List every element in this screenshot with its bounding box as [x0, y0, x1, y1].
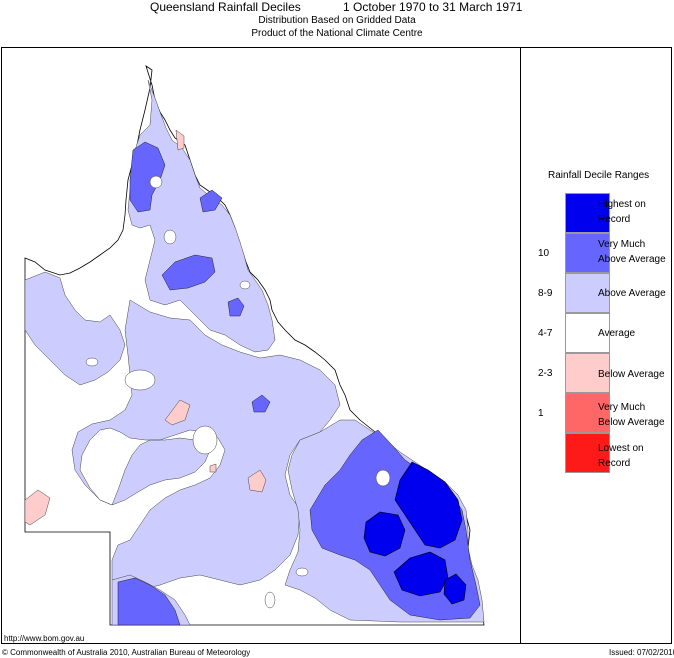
- legend-label-very-much-above: Very Much Above Average: [598, 237, 674, 267]
- bom-url-link[interactable]: http://www.bom.gov.au: [4, 634, 85, 643]
- gulf-west-region: [24, 271, 126, 386]
- cape-york-region: [127, 79, 276, 353]
- north-coast-patch: [199, 189, 223, 213]
- legend-label-above: Above Average: [598, 288, 666, 299]
- highest-on-record-regions: [363, 461, 467, 605]
- below-southcentral: [247, 469, 267, 493]
- legend-title: Rainfall Decile Ranges: [548, 170, 650, 181]
- map-subtitle-product: Product of the National Climate Centre: [251, 28, 423, 39]
- hole-cape-2: [163, 229, 177, 245]
- hole-central-1: [124, 369, 156, 391]
- legend-label-very-much-above-line2: Above Average: [598, 254, 666, 265]
- legend-decile-4-7: 4-7: [538, 328, 553, 339]
- cape-york-peak: [129, 141, 166, 213]
- central-patch: [251, 394, 271, 413]
- legend-swatch-below: [565, 353, 610, 393]
- legend-label-lowest: Lowest on Record: [598, 441, 674, 471]
- legend-divider: [520, 47, 521, 644]
- hole-southeast-1: [375, 469, 391, 487]
- legend-label-very-much-below: Very Much Below Average: [598, 400, 674, 430]
- below-central: [164, 399, 191, 426]
- map-title: Queensland Rainfall Deciles: [150, 0, 301, 14]
- southwest-corner: [117, 577, 181, 626]
- hole-central-2: [192, 425, 218, 455]
- legend-label-below: Below Average: [598, 369, 665, 380]
- hole-west-1: [85, 357, 99, 367]
- legend-label-average: Average: [598, 328, 636, 339]
- average-holes: [85, 175, 391, 609]
- record-main: [394, 461, 463, 549]
- legend-swatch-lowest: [565, 433, 610, 473]
- record-west: [363, 511, 406, 557]
- map-period: 1 October 1970 to 31 March 1971: [343, 0, 523, 14]
- record-southeast: [443, 573, 467, 605]
- gulf-patch: [161, 254, 216, 291]
- map-subtitle-distribution: Distribution Based on Gridded Data: [258, 15, 416, 26]
- legend-swatch-average: [565, 313, 610, 353]
- legend-label-very-much-below-line2: Below Average: [598, 417, 665, 428]
- legend-label-lowest-line2: Record: [598, 458, 631, 469]
- record-south: [393, 551, 449, 597]
- legend-decile-10: 10: [538, 248, 550, 259]
- inland-patch: [227, 297, 245, 317]
- legend-swatch-above: [565, 273, 610, 313]
- below-average-regions: [24, 129, 267, 526]
- hole-south-1: [295, 567, 309, 577]
- below-west-border: [24, 489, 51, 526]
- legend-label-very-much-above-line1: Very Much: [598, 239, 646, 250]
- below-cape-york: [175, 129, 185, 151]
- legend-label-highest: Highest on Record: [598, 197, 674, 227]
- legend-label-lowest-line1: Lowest on: [598, 443, 644, 454]
- legend-decile-8-9: 8-9: [538, 288, 553, 299]
- legend-decile-2-3: 2-3: [538, 368, 553, 379]
- issued-date: Issued: 07/02/2010: [609, 648, 674, 657]
- legend-label-highest-line2: Record: [598, 214, 631, 225]
- legend-swatch-very-much-below: [565, 393, 610, 433]
- legend-swatch-very-much-above: [565, 233, 610, 273]
- hole-cape-1: [149, 175, 163, 189]
- hole-gulf-1: [239, 280, 251, 290]
- copyright-notice: © Commonwealth of Australia 2010, Austra…: [2, 648, 251, 657]
- legend-label-highest-line1: Highest on: [598, 199, 646, 210]
- legend-decile-1: 1: [538, 408, 544, 419]
- legend-swatch-highest: [565, 193, 610, 233]
- map-frame: [1, 47, 672, 644]
- legend-label-very-much-below-line1: Very Much: [598, 402, 646, 413]
- hole-south-2: [264, 591, 276, 609]
- below-inland: [209, 463, 217, 473]
